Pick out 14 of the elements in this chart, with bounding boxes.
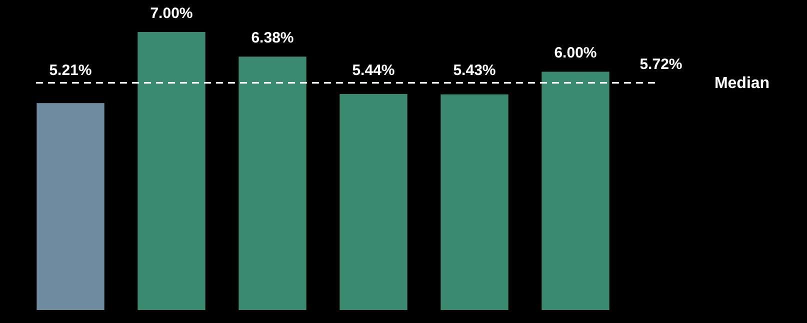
bar	[238, 56, 306, 310]
data-label: 5.21%	[49, 62, 92, 79]
ref-line-label: Median	[714, 74, 770, 92]
bar	[340, 94, 408, 310]
bar	[36, 103, 104, 310]
bar	[542, 72, 610, 310]
data-label: 5.44%	[352, 62, 395, 79]
data-label: 6.00%	[554, 44, 597, 62]
data-label: 7.00%	[150, 5, 193, 22]
data-label: 6.38%	[251, 30, 294, 47]
annotation: 5.72%	[640, 56, 682, 73]
bar	[440, 94, 508, 310]
data-label: 5.43%	[453, 62, 496, 79]
bar	[138, 32, 206, 310]
